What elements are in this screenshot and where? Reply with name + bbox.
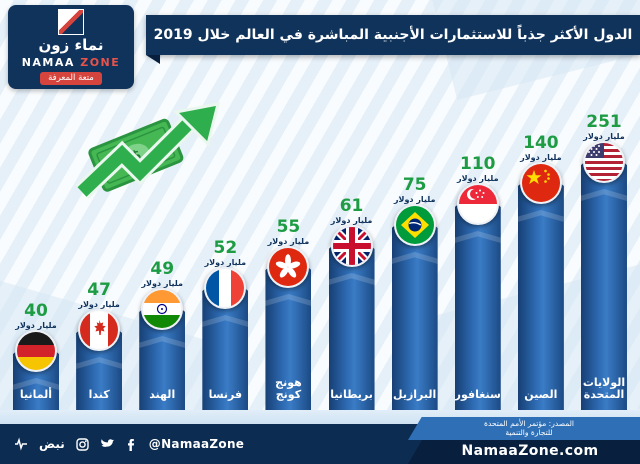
logo-english-name: NAMAA ZONE [22,56,121,69]
bar-value: 61 مليار دولار [318,196,386,226]
twitter-icon [101,439,114,447]
value-number: 40 [24,301,48,321]
website-url: NamaaZone.com [408,440,640,464]
flag-united-states-icon [582,141,625,183]
namaa-zone-logo: نماء زون NAMAA ZONE متعة المعرفة [8,5,134,89]
logo-english-zone: ZONE [80,55,121,69]
bar-value: 140 مليار دولار [507,133,575,163]
value-number: 61 [339,196,364,216]
flag-germany-icon [15,330,57,372]
bar-column-singapore: 110 مليار دولار سنغافورة [448,62,508,410]
bar-column-china: 140 مليار دولار الصين [511,62,571,410]
value-unit: مليار دولار [520,153,562,162]
country-label: ألمانيا [19,388,53,402]
bar: سنغافورة [448,189,501,410]
source-line-1: المصدر: مؤتمر الأمم المتحدة [484,418,574,428]
flag-united-kingdom-icon [330,225,373,267]
pulse-label: نبض [39,437,65,451]
bar-value: 75 مليار دولار [381,175,449,205]
bar: الصين [517,168,564,410]
page-title: الدول الأكثر جذباً للاستثمارات الأجنبية … [153,27,633,43]
bar-value: 110 مليار دولار [444,154,512,184]
flag-india-icon [141,288,184,330]
country-label: فرنسا [208,388,243,402]
value-number: 110 [460,154,496,174]
bar-value: 47 مليار دولار [65,280,133,310]
money-growth-illustration: $ [72,84,230,202]
bar: الولايات المتحدة [580,147,627,410]
country-label: البرازيل [393,388,437,402]
value-number: 52 [213,238,238,258]
value-number: 251 [586,112,622,132]
logo-tagline: متعة المعرفة [40,71,102,85]
pulse-icon [15,437,27,451]
country-label: كندا [88,388,110,402]
flag-hong-kong-icon [267,246,310,288]
flag-china-icon [519,162,562,204]
bar-value: 40 مليار دولار [2,301,70,331]
value-unit: مليار دولار [15,321,57,330]
value-unit: مليار دولار [330,216,373,225]
facebook-icon [127,438,134,451]
bar-value: 52 مليار دولار [191,238,259,268]
country-label: الصين [524,388,558,402]
flag-france-icon [204,267,247,309]
flag-singapore-icon [456,183,499,225]
bar-column-india: 49 مليار دولار الهند [132,62,192,410]
instagram-icon [76,437,89,451]
value-number: 49 [150,259,175,279]
source-line-2: للتجارة والتنمية [505,428,553,438]
value-unit: مليار دولار [78,300,120,309]
bar-column-france: 52 مليار دولار فرنسا [195,62,255,410]
social-row: نبض @NamaaZone [14,424,244,464]
source-text: المصدر: مؤتمر الأمم المتحدة للتجارة والت… [408,416,640,440]
bar-column-canada: 47 مليار دولار كندا [69,62,129,410]
bar-value: 251 مليار دولار [570,112,638,142]
value-number: 47 [87,280,111,300]
value-unit: مليار دولار [583,132,625,141]
dollar-bill-arrow-icon: $ [75,102,221,199]
value-number: 75 [402,175,427,195]
bar-value: 55 مليار دولار [254,217,322,247]
country-label: الهند [149,388,176,402]
value-unit: مليار دولار [457,174,499,183]
value-unit: مليار دولار [204,258,247,267]
value-unit: مليار دولار [393,195,436,204]
bar-column-brazil: 75 مليار دولار البرازيل [385,62,445,410]
flag-brazil-icon [393,204,436,246]
value-number: 55 [276,217,301,237]
logo-arabic-name: نماء زون [38,36,104,55]
value-number: 140 [523,133,559,153]
source-website-ribbon: المصدر: مؤتمر الأمم المتحدة للتجارة والت… [408,416,640,464]
country-label: هونج كونج [275,375,302,402]
title-ribbon: الدول الأكثر جذباً للاستثمارات الأجنبية … [146,15,640,64]
value-unit: مليار دولار [267,237,310,246]
fdi-bar-chart: 40 مليار دولار ألمانيا 47 مليار دولار كن… [6,62,634,410]
bar-column-germany: 40 مليار دولار ألمانيا [6,62,66,410]
country-label: الولايات المتحدة [582,375,626,402]
value-unit: مليار دولار [141,279,183,288]
bar-column-hong-kong: 55 مليار دولار هونج كونج [258,62,318,410]
country-label: بريطانيا [330,388,373,402]
social-handle: @NamaaZone [148,437,245,451]
country-label: سنغافورة [448,388,501,402]
bar-value: 49 مليار دولار [128,259,196,289]
logo-mark-icon [58,9,84,36]
logo-english-namaa: NAMAA [21,55,75,69]
bar-column-united-states: 251 مليار دولار الولايات المتحدة [574,62,634,410]
bar-column-britain: 61 مليار دولار بريطانيا [322,62,382,410]
flag-canada-icon [78,309,121,351]
footer-bar: نبض @NamaaZone المصدر: مؤتمر الأمم المتح… [0,416,640,464]
